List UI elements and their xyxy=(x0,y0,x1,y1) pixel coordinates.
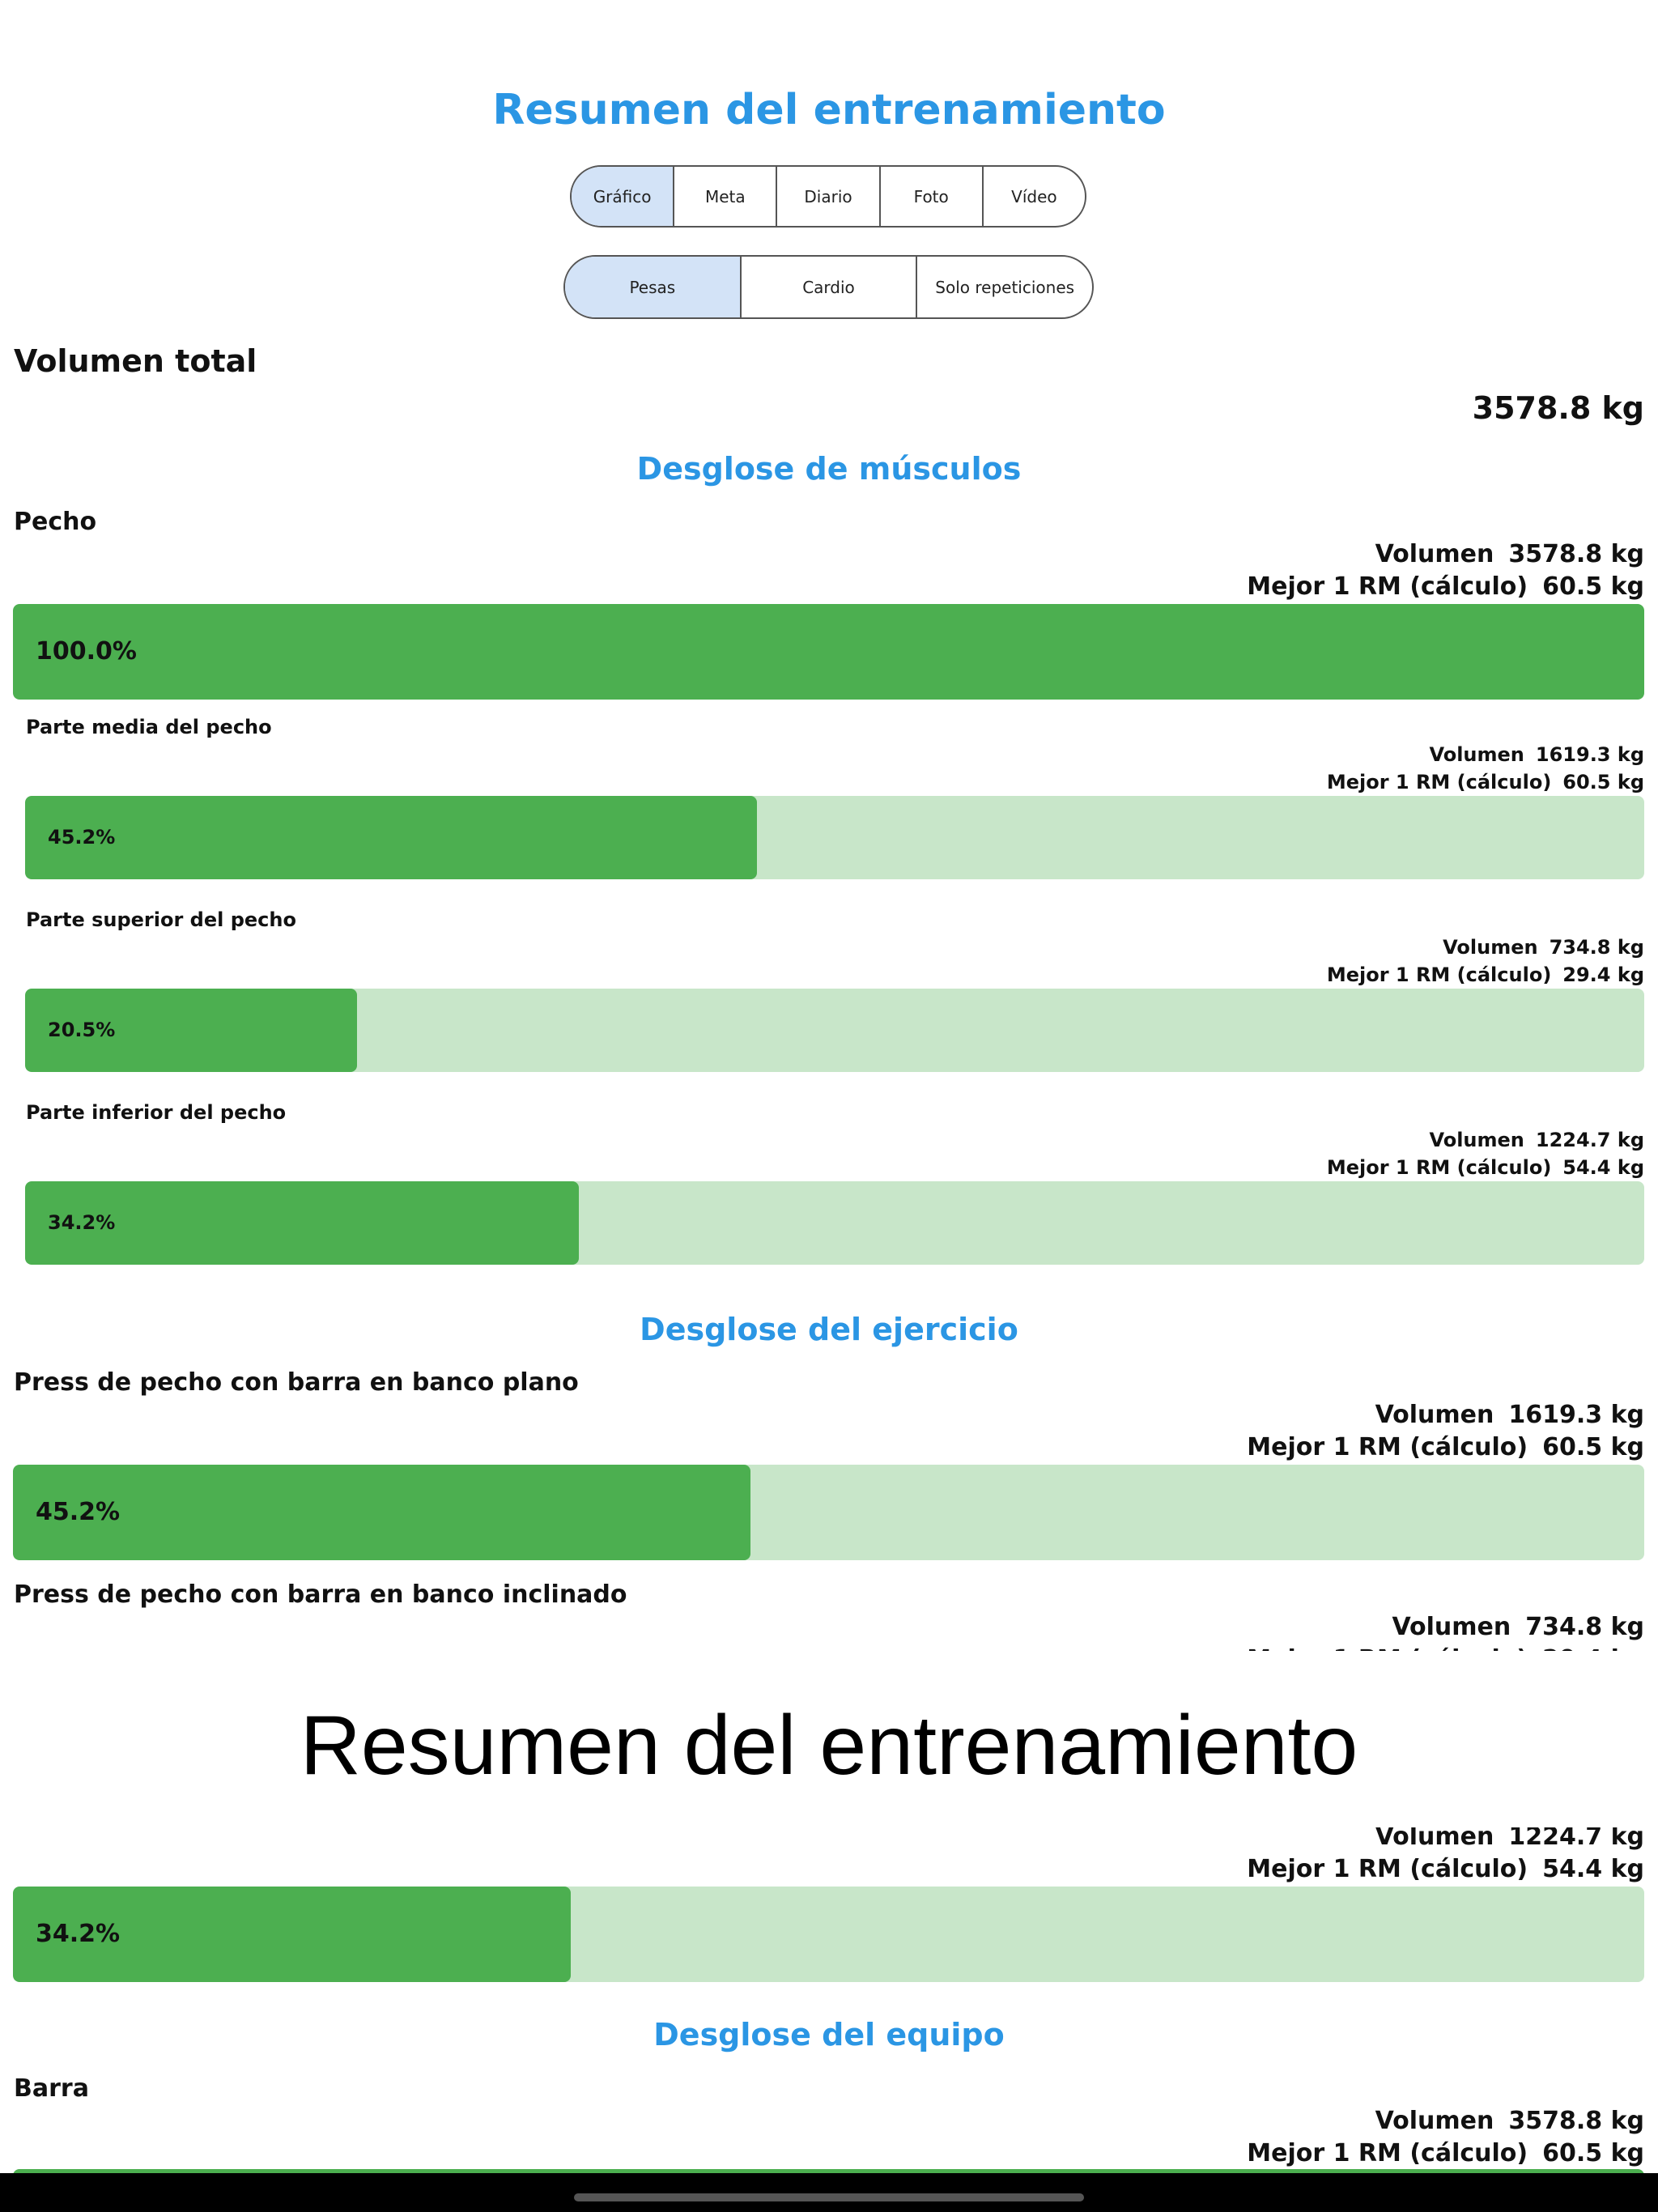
item-name: Press de pecho con barra en banco inclin… xyxy=(14,1580,627,1609)
stat-value: 60.5 kg xyxy=(1562,771,1644,793)
item-name: Barra xyxy=(14,2074,89,2103)
stat-label: Volumen xyxy=(1375,1401,1494,1429)
item-name: Parte inferior del pecho xyxy=(26,1101,287,1124)
bar-edge xyxy=(13,2169,1644,2173)
bar-track: 45.2% xyxy=(25,796,1644,879)
section-title: Desglose del equipo xyxy=(653,2017,1005,2052)
stat-row: Mejor 1 RM (cálculo) 29.4 kg xyxy=(1327,963,1644,987)
bar-track: 34.2% xyxy=(13,1887,1644,1982)
bar xyxy=(13,1465,750,1560)
stat-label: Mejor 1 RM (cálculo) xyxy=(1247,2139,1528,2167)
stat-value: 60.5 kg xyxy=(1542,1433,1644,1461)
stat-label: Mejor 1 RM (cálculo) xyxy=(1326,1156,1552,1179)
bar-track: 45.2% xyxy=(13,1465,1644,1560)
item-name: Press de pecho con barra en banco plano xyxy=(14,1368,579,1397)
total-value: 3578.8 kg xyxy=(1472,390,1644,426)
stat-value: 1619.3 kg xyxy=(1508,1401,1644,1429)
stat-value: 734.8 kg xyxy=(1549,936,1644,959)
stat-row: Mejor 1 RM (cálculo) 54.4 kg xyxy=(1327,1155,1644,1180)
bar-track: 20.5% xyxy=(25,989,1644,1072)
segment[interactable]: Solo repeticiones xyxy=(916,257,1092,317)
bar xyxy=(13,1887,572,1982)
view-tabs: Gráfico Meta Diario Foto Vídeo xyxy=(570,165,1086,228)
stat-label: Volumen xyxy=(1375,1827,1494,1851)
stat-label: Mejor 1 RM (cálculo) xyxy=(1247,1645,1528,1651)
stat-row: Mejor 1 RM (cálculo) 29.4 kg xyxy=(1247,1645,1644,1651)
type-tabs: Pesas Cardio Solo repeticiones xyxy=(563,255,1094,319)
stat-label: Mejor 1 RM (cálculo) xyxy=(1326,963,1552,986)
stat-value: 54.4 kg xyxy=(1562,1156,1644,1179)
stat-value: 29.4 kg xyxy=(1542,1645,1644,1651)
stat-label: Volumen xyxy=(1429,1129,1524,1151)
stat-row: Volumen 1224.7 kg xyxy=(1375,1827,1644,1852)
total-label: Volumen total xyxy=(14,343,257,379)
bar xyxy=(25,1181,579,1265)
stat-value: 734.8 kg xyxy=(1525,1613,1644,1641)
stat-value: 54.4 kg xyxy=(1542,1855,1644,1883)
stat-label: Volumen xyxy=(1375,540,1494,568)
stat-label: Volumen xyxy=(1429,743,1524,766)
bar-label: 20.5% xyxy=(48,1019,116,1041)
stat-value: 1224.7 kg xyxy=(1508,1827,1644,1851)
segment[interactable]: Vídeo xyxy=(981,167,1085,226)
section-title: Desglose de músculos xyxy=(636,451,1022,487)
item-name: Parte superior del pecho xyxy=(26,908,296,931)
segment[interactable]: Diario xyxy=(776,167,878,226)
scroll-top: Resumen del entrenamiento Gráfico Meta Dia… xyxy=(13,86,1644,1651)
stat-row: Mejor 1 RM (cálculo) 60.5 kg xyxy=(1327,770,1644,794)
bar-label: 34.2% xyxy=(48,1211,116,1234)
bar-label: 34.2% xyxy=(36,1920,121,1948)
stat-value: 29.4 kg xyxy=(1562,963,1644,986)
title: Resumen del entrenamiento xyxy=(492,86,1166,134)
stat-value: 3578.8 kg xyxy=(1508,540,1644,568)
stat-row: Mejor 1 RM (cálculo) 60.5 kg xyxy=(1247,572,1644,602)
home-bar-area xyxy=(0,2173,1658,2212)
segment[interactable]: Gráfico xyxy=(572,167,674,226)
bar-track: 34.2% xyxy=(25,1181,1644,1265)
stat-row: Volumen 1619.3 kg xyxy=(1375,1401,1644,1430)
stat-row: Mejor 1 RM (cálculo) 54.4 kg xyxy=(1247,1855,1644,1884)
stat-label: Mejor 1 RM (cálculo) xyxy=(1247,572,1528,601)
segment[interactable]: Meta xyxy=(673,167,776,226)
stat-row: Volumen 3578.8 kg xyxy=(1375,2107,1644,2136)
bar-label: 45.2% xyxy=(48,826,116,849)
stat-label: Mejor 1 RM (cálculo) xyxy=(1326,771,1552,793)
stat-label: Volumen xyxy=(1443,936,1538,959)
bar-track: 100.0% xyxy=(13,604,1644,700)
stat-label: Volumen xyxy=(1375,2107,1494,2135)
stat-row: Volumen 1224.7 kg xyxy=(1429,1128,1644,1152)
stat-row: Volumen 734.8 kg xyxy=(1443,935,1644,959)
bar-label: 45.2% xyxy=(36,1498,121,1526)
stat-value: 3578.8 kg xyxy=(1508,2107,1644,2135)
item-name: Parte media del pecho xyxy=(26,716,272,738)
bar xyxy=(13,604,1644,700)
scroll-bottom: Desglose del equipo Volumen 1224.7 kg Mejo… xyxy=(0,1827,1658,2173)
stat-label: Volumen xyxy=(1392,1613,1511,1641)
stat-value: 1619.3 kg xyxy=(1535,743,1644,766)
stat-label: Mejor 1 RM (cálculo) xyxy=(1247,1855,1528,1883)
section-title: Desglose del ejercicio xyxy=(640,1312,1018,1347)
item-name: Pecho xyxy=(14,508,97,536)
stat-label: Mejor 1 RM (cálculo) xyxy=(1247,1433,1528,1461)
stat-row: Volumen 734.8 kg xyxy=(1392,1613,1644,1642)
stat-value: 60.5 kg xyxy=(1542,2139,1644,2167)
stat-value: 1224.7 kg xyxy=(1535,1129,1644,1151)
segment[interactable]: Pesas xyxy=(565,257,740,317)
stat-value: 60.5 kg xyxy=(1542,572,1644,601)
bar xyxy=(25,796,757,879)
overlay-title: Resumen del entrenamiento xyxy=(300,1699,1358,1793)
bar xyxy=(25,989,357,1072)
segment[interactable]: Cardio xyxy=(739,257,916,317)
bar-label: 100.0% xyxy=(36,637,137,666)
stat-row: Volumen 3578.8 kg xyxy=(1375,540,1644,569)
stat-row: Mejor 1 RM (cálculo) 60.5 kg xyxy=(1247,1433,1644,1462)
home-indicator xyxy=(574,2193,1084,2201)
segment[interactable]: Foto xyxy=(878,167,982,226)
stat-row: Mejor 1 RM (cálculo) 60.5 kg xyxy=(1247,2139,1644,2168)
stat-row: Volumen 1619.3 kg xyxy=(1429,742,1644,767)
